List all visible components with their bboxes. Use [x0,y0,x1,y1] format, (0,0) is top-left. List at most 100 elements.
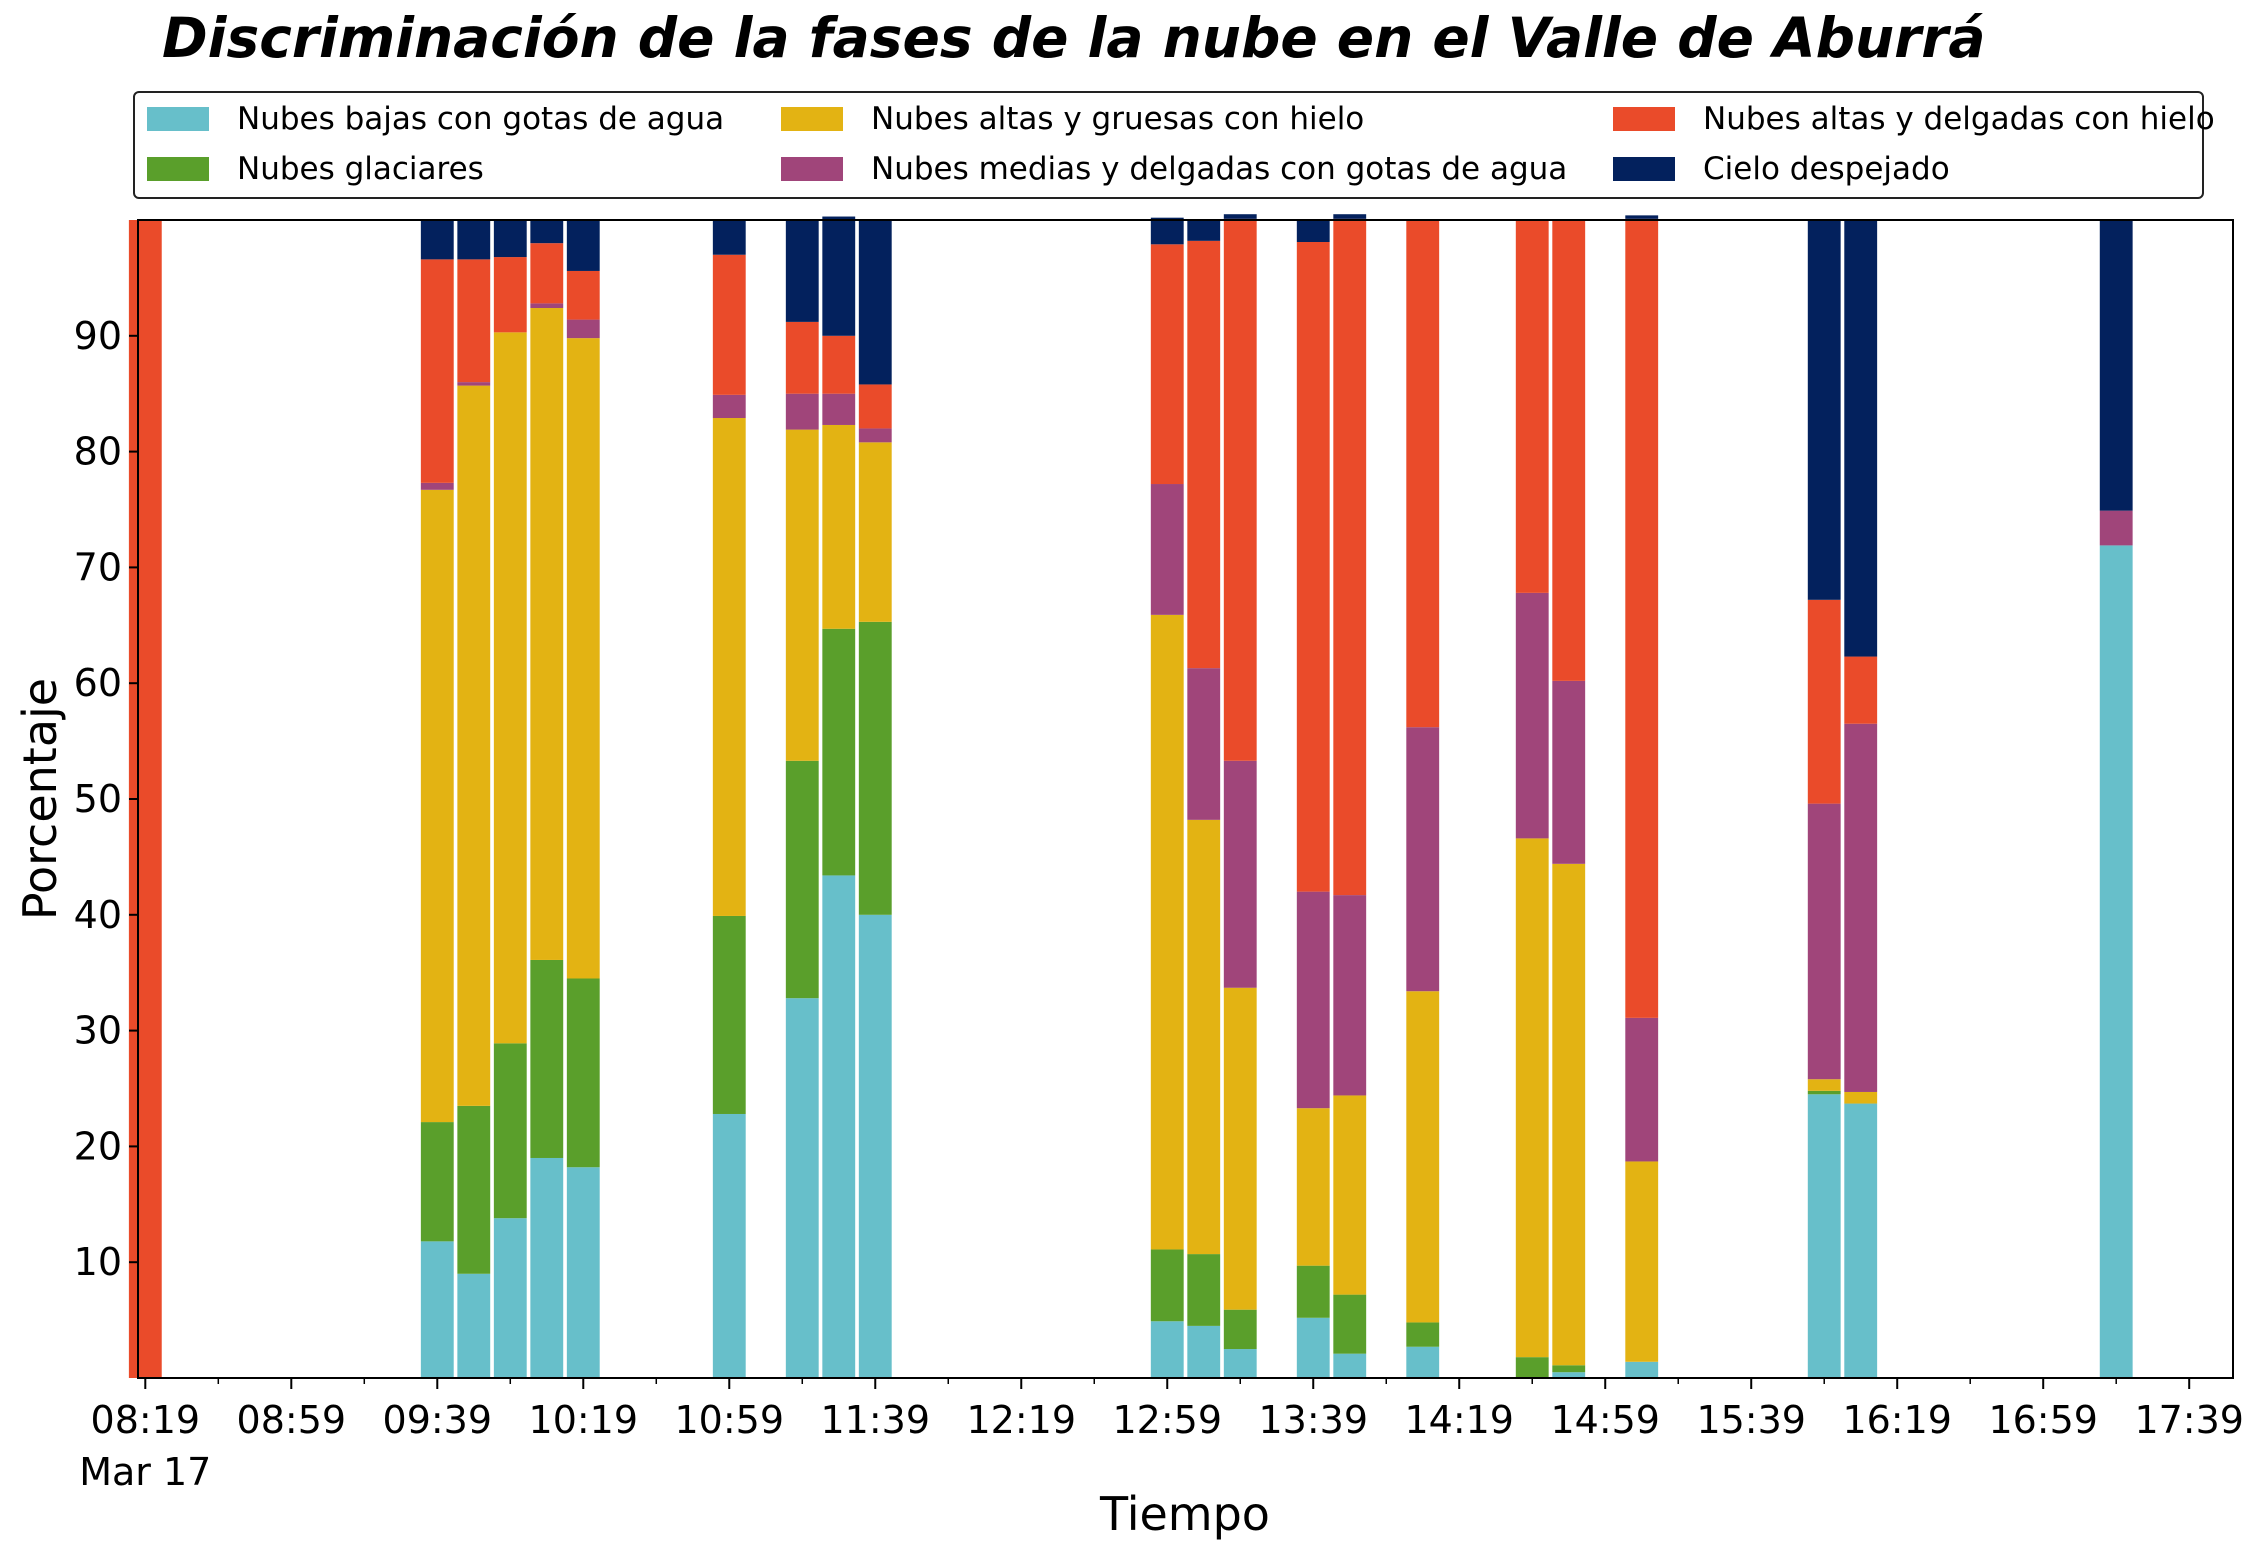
x-date-label: Mar 17 [79,1450,211,1494]
x-tick-label: 10:19 [529,1398,639,1442]
bar-segment-nubes-bajas-con-gotas-de-agua [1150,1321,1184,1378]
x-tick-label: 09:39 [383,1398,493,1442]
bar-segment-cielo-despejado [2099,220,2133,511]
bar-segment-nubes-altas-y-gruesas-con-hielo [1406,991,1440,1323]
legend-swatch [147,107,209,131]
legend-item-nubes-bajas-con-gotas-de-agua: Nubes bajas con gotas de agua [147,99,724,139]
bar-segment-nubes-altas-y-delgadas-con-hielo [1552,220,1586,681]
bar-segment-nubes-bajas-con-gotas-de-agua [712,1113,746,1378]
bar-segment-cielo-despejado [1296,220,1330,242]
bar-segment-nubes-medias-y-delgadas-con-gotas-de-agua [822,393,856,425]
bar-segment-nubes-bajas-con-gotas-de-agua [822,875,856,1378]
bar-segment-nubes-glaciares [1807,1090,1841,1095]
bar-segment-nubes-glaciares [1406,1322,1440,1347]
legend: Nubes bajas con gotas de agua Nubes glaci… [133,91,2215,199]
bar-segment-nubes-medias-y-delgadas-con-gotas-de-agua [1515,592,1549,839]
bar-segment-nubes-glaciares [530,959,564,1158]
bar-segment-nubes-bajas-con-gotas-de-agua [858,914,892,1378]
y-tick-label: 40 [74,893,122,937]
bar-segment-nubes-altas-y-gruesas-con-hielo [1552,863,1586,1366]
bar-segment-nubes-altas-y-delgadas-con-hielo [1625,218,1659,1018]
y-tick-label: 70 [74,545,122,589]
bar-segment-nubes-altas-y-gruesas-con-hielo [1807,1079,1841,1091]
bar-segment-nubes-glaciares [785,760,819,999]
bar-segment-cielo-despejado [1807,220,1841,600]
bar-segment-nubes-altas-y-delgadas-con-hielo [712,254,746,395]
x-tick-label: 12:19 [967,1398,1077,1442]
bar-segment-nubes-bajas-con-gotas-de-agua [1187,1325,1221,1378]
bar-segment-nubes-medias-y-delgadas-con-gotas-de-agua [1625,1017,1659,1162]
bar-segment-nubes-altas-y-delgadas-con-hielo [1807,599,1841,804]
bar-segment-nubes-bajas-con-gotas-de-agua [530,1157,564,1378]
legend-item-nubes-glaciares: Nubes glaciares [147,149,484,189]
bar-segment-nubes-altas-y-delgadas-con-hielo [1187,240,1221,669]
bar-segment-nubes-bajas-con-gotas-de-agua [493,1218,527,1378]
y-tick-label: 50 [74,777,122,821]
bar-segment-nubes-glaciares [1150,1249,1184,1322]
bar-segment-nubes-altas-y-delgadas-con-hielo [1406,220,1440,728]
bar-segment-nubes-medias-y-delgadas-con-gotas-de-agua [1150,484,1184,615]
axes-layer: 10 20 30 40 50 60 70 80 90 08:19 Mar 17 08:59 09:39 1… [74,314,2244,1494]
bar-segment-nubes-medias-y-delgadas-con-gotas-de-agua [858,428,892,443]
bar-segment-nubes-medias-y-delgadas-con-gotas-de-agua [530,303,564,309]
legend-label: Nubes altas y gruesas con hielo [871,101,1365,137]
bar-segment-nubes-bajas-con-gotas-de-agua [457,1273,491,1378]
y-tick-label: 20 [74,1124,122,1168]
bar-segment-nubes-glaciares [1296,1265,1330,1318]
x-tick-label: 13:39 [1258,1398,1368,1442]
bars-layer [128,214,2133,1378]
y-tick-label: 10 [74,1240,122,1284]
bar-segment-nubes-altas-y-delgadas-con-hielo [1333,218,1367,896]
bar-segment-nubes-medias-y-delgadas-con-gotas-de-agua [1807,803,1841,1080]
y-tick-label: 30 [74,1009,122,1053]
legend-swatch [781,157,843,181]
x-tick-label: 16:59 [1988,1398,2098,1442]
bar-segment-nubes-glaciares [1515,1357,1549,1378]
bar-segment-nubes-bajas-con-gotas-de-agua [1844,1103,1878,1378]
bar-segment-nubes-bajas-con-gotas-de-agua [1625,1361,1659,1378]
bar-segment-nubes-altas-y-delgadas-con-hielo [785,321,819,394]
x-tick-label: 14:59 [1550,1398,1660,1442]
y-axis-title: Porcentaje [13,678,67,920]
bar-segment-nubes-glaciares [420,1122,454,1242]
bar-segment-nubes-medias-y-delgadas-con-gotas-de-agua [1406,727,1440,992]
legend-item-cielo-despejado: Cielo despejado [1613,149,1950,189]
x-tick-label: 08:59 [237,1398,347,1442]
bar-segment-cielo-despejado [1625,215,1659,219]
bar-segment-cielo-despejado [712,220,746,255]
bar-segment-nubes-glaciares [1552,1365,1586,1373]
bar-segment-nubes-altas-y-delgadas-con-hielo [493,257,527,333]
bar-segment-nubes-glaciares [858,621,892,915]
bar-segment-nubes-altas-y-delgadas-con-hielo [1296,242,1330,892]
bar-segment-nubes-glaciares [1187,1254,1221,1326]
bar-segment-nubes-bajas-con-gotas-de-agua [1296,1317,1330,1378]
bar-segment-nubes-bajas-con-gotas-de-agua [420,1241,454,1378]
bar-segment-nubes-altas-y-delgadas-con-hielo [858,384,892,429]
bar-segment-nubes-medias-y-delgadas-con-gotas-de-agua [566,319,600,339]
bar-segment-nubes-bajas-con-gotas-de-agua [1333,1353,1367,1378]
bar-segment-cielo-despejado [822,216,856,336]
bar-segment-nubes-glaciares [822,628,856,876]
bar-segment-cielo-despejado [1844,220,1878,657]
bar-segment-nubes-bajas-con-gotas-de-agua [1807,1094,1841,1378]
x-tick-label: 10:59 [675,1398,785,1442]
bar-segment-nubes-medias-y-delgadas-con-gotas-de-agua [712,394,746,419]
bar-segment-cielo-despejado [530,220,564,244]
bar-segment-nubes-altas-y-gruesas-con-hielo [785,429,819,761]
bar-segment-nubes-altas-y-gruesas-con-hielo [530,308,564,960]
bar-segment-nubes-glaciares [566,978,600,1168]
bar-segment-nubes-altas-y-gruesas-con-hielo [1223,987,1257,1310]
legend-label: Nubes glaciares [237,151,484,187]
bar-segment-nubes-medias-y-delgadas-con-gotas-de-agua [1187,668,1221,820]
bar-segment-nubes-bajas-con-gotas-de-agua [566,1167,600,1378]
bar-segment-cielo-despejado [1223,214,1257,219]
legend-swatch [1613,157,1675,181]
chart-title: Discriminación de la fases de la nube en… [162,6,1986,70]
x-tick-label: 11:39 [821,1398,931,1442]
legend-label: Nubes bajas con gotas de agua [237,101,725,137]
bar-segment-nubes-altas-y-delgadas-con-hielo [1223,218,1257,761]
bar-segment-cielo-despejado [457,220,491,260]
bar-segment-nubes-altas-y-gruesas-con-hielo [1150,614,1184,1250]
bar-segment-nubes-altas-y-gruesas-con-hielo [858,442,892,622]
